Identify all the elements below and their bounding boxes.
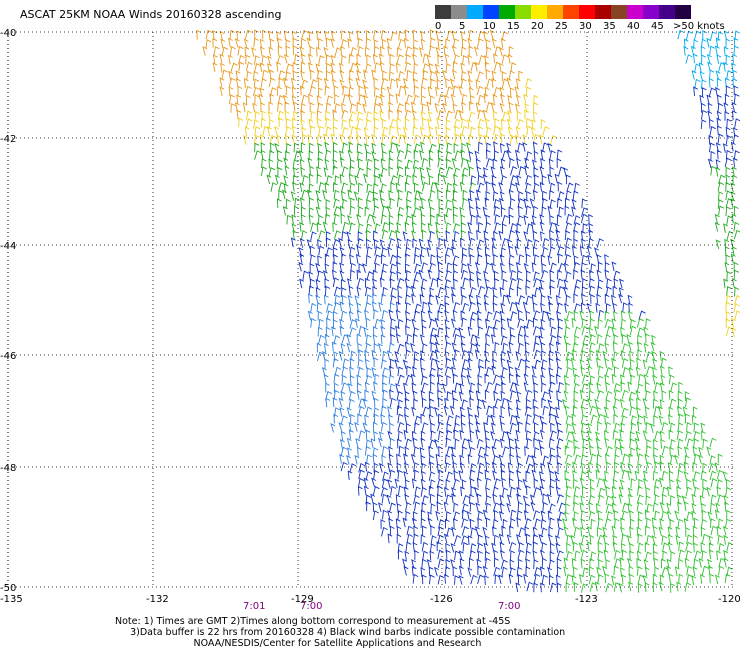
latitude-label: -42 [0,134,16,145]
colorbar-cell [467,5,483,19]
colorbar-label: 15 [507,21,520,32]
latitude-label: -40 [0,28,16,39]
colorbar-label: 30 [579,21,592,32]
wind-barb-swaths [196,29,740,593]
colorbar-cell [627,5,643,19]
time-label: 7:00 [300,601,322,612]
longitude-label: -123 [575,594,598,605]
colorbar-cell [611,5,627,19]
colorbar-label: 45 [651,21,664,32]
colorbar-cell [547,5,563,19]
colorbar-cell [435,5,451,19]
note-line-3: NOAA/NESDIS/Center for Satellite Applica… [115,638,482,649]
colorbar-cell [675,5,691,19]
wind-speed-colorbar: 0 5 10 15 20 25 30 35 40 45 >50 knots [435,5,725,35]
longitude-label: -126 [430,594,453,605]
time-labels: 7:01 7:00 7:00 [243,601,520,612]
colorbar-cell [515,5,531,19]
colorbar-label: 5 [459,21,466,32]
longitude-label: -132 [146,594,169,605]
colorbar-cell [643,5,659,19]
colorbar-label: 20 [531,21,544,32]
time-label: 7:01 [243,601,265,612]
colorbar-label: 10 [483,21,496,32]
colorbar-label: 25 [555,21,568,32]
note-line-1: Note: 1) Times are GMT 2)Times along bot… [115,616,511,627]
colorbar-cell [499,5,515,19]
colorbar-cell [483,5,499,19]
longitude-labels: -135 -132 -129 -126 -123 -120 [0,594,740,605]
colorbar-cell [563,5,579,19]
longitude-label: -129 [291,594,314,605]
time-label: 7:00 [498,601,520,612]
colorbar-cell [659,5,675,19]
colorbar-cell [531,5,547,19]
latitude-labels: -40 -42 -44 -46 -48 -50 [0,28,16,594]
colorbar-label: 0 [435,21,442,32]
lat-lon-grid [7,31,736,588]
latitude-label: -44 [0,241,16,252]
colorbar-cell [451,5,467,19]
longitude-label: -135 [0,594,23,605]
colorbar-label: 35 [603,21,616,32]
footnote: Note: 1) Times are GMT 2)Times along bot… [115,616,565,649]
latitude-label: -46 [0,351,16,362]
latitude-label: -50 [0,583,16,594]
note-line-2: 3)Data buffer is 22 hrs from 20160328 4)… [115,627,566,638]
colorbar-label: >50 knots [673,21,725,32]
colorbar-cell [595,5,611,19]
colorbar-cell [579,5,595,19]
latitude-label: -48 [0,463,16,474]
longitude-label: -120 [718,594,740,605]
colorbar-label: 40 [627,21,640,32]
map-title: ASCAT 25KM NOAA Winds 20160328 ascending [20,8,282,21]
